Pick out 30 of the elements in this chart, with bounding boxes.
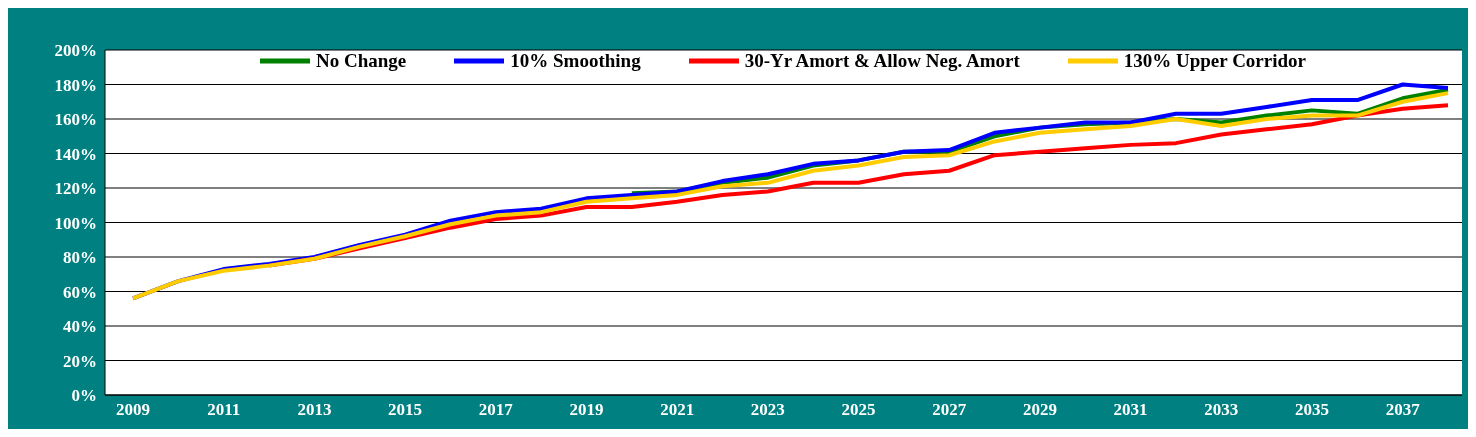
- x-tick-label: 2035: [1294, 400, 1329, 420]
- y-tick-label: 80%: [63, 248, 97, 268]
- y-tick-label: 200%: [54, 41, 97, 61]
- x-tick-label: 2025: [841, 400, 876, 420]
- x-tick-label: 2015: [388, 400, 423, 420]
- x-tick-label: 2013: [297, 400, 332, 420]
- x-tick-label: 2029: [1022, 400, 1057, 420]
- y-tick-label: 20%: [63, 351, 97, 371]
- x-tick-label: 2019: [569, 400, 604, 420]
- y-tick-label: 100%: [54, 213, 97, 233]
- y-tick-label: 0%: [71, 386, 97, 406]
- legend-label: 10% Smoothing: [510, 50, 641, 72]
- x-tick-label: 2017: [478, 400, 514, 420]
- legend-label: 130% Upper Corridor: [1123, 50, 1306, 72]
- x-tick-label: 2021: [660, 400, 695, 420]
- x-tick-label: 2027: [932, 400, 967, 420]
- y-tick-label: 120%: [54, 179, 97, 199]
- y-tick-label: 180%: [54, 75, 97, 95]
- x-tick-label: 2033: [1204, 400, 1239, 420]
- legend-label: 30-Yr Amort & Allow Neg. Amort: [744, 50, 1020, 72]
- x-tick-label: 2023: [750, 400, 785, 420]
- legend-label: No Change: [316, 50, 407, 72]
- y-tick-label: 60%: [63, 282, 97, 302]
- y-tick-label: 140%: [54, 144, 97, 164]
- x-tick-label: 2009: [116, 400, 150, 420]
- x-tick-label: 2031: [1113, 400, 1148, 420]
- x-tick-label: 2011: [207, 400, 241, 420]
- y-tick-label: 40%: [63, 317, 97, 337]
- y-tick-label: 160%: [54, 110, 97, 130]
- x-tick-label: 2037: [1385, 400, 1421, 420]
